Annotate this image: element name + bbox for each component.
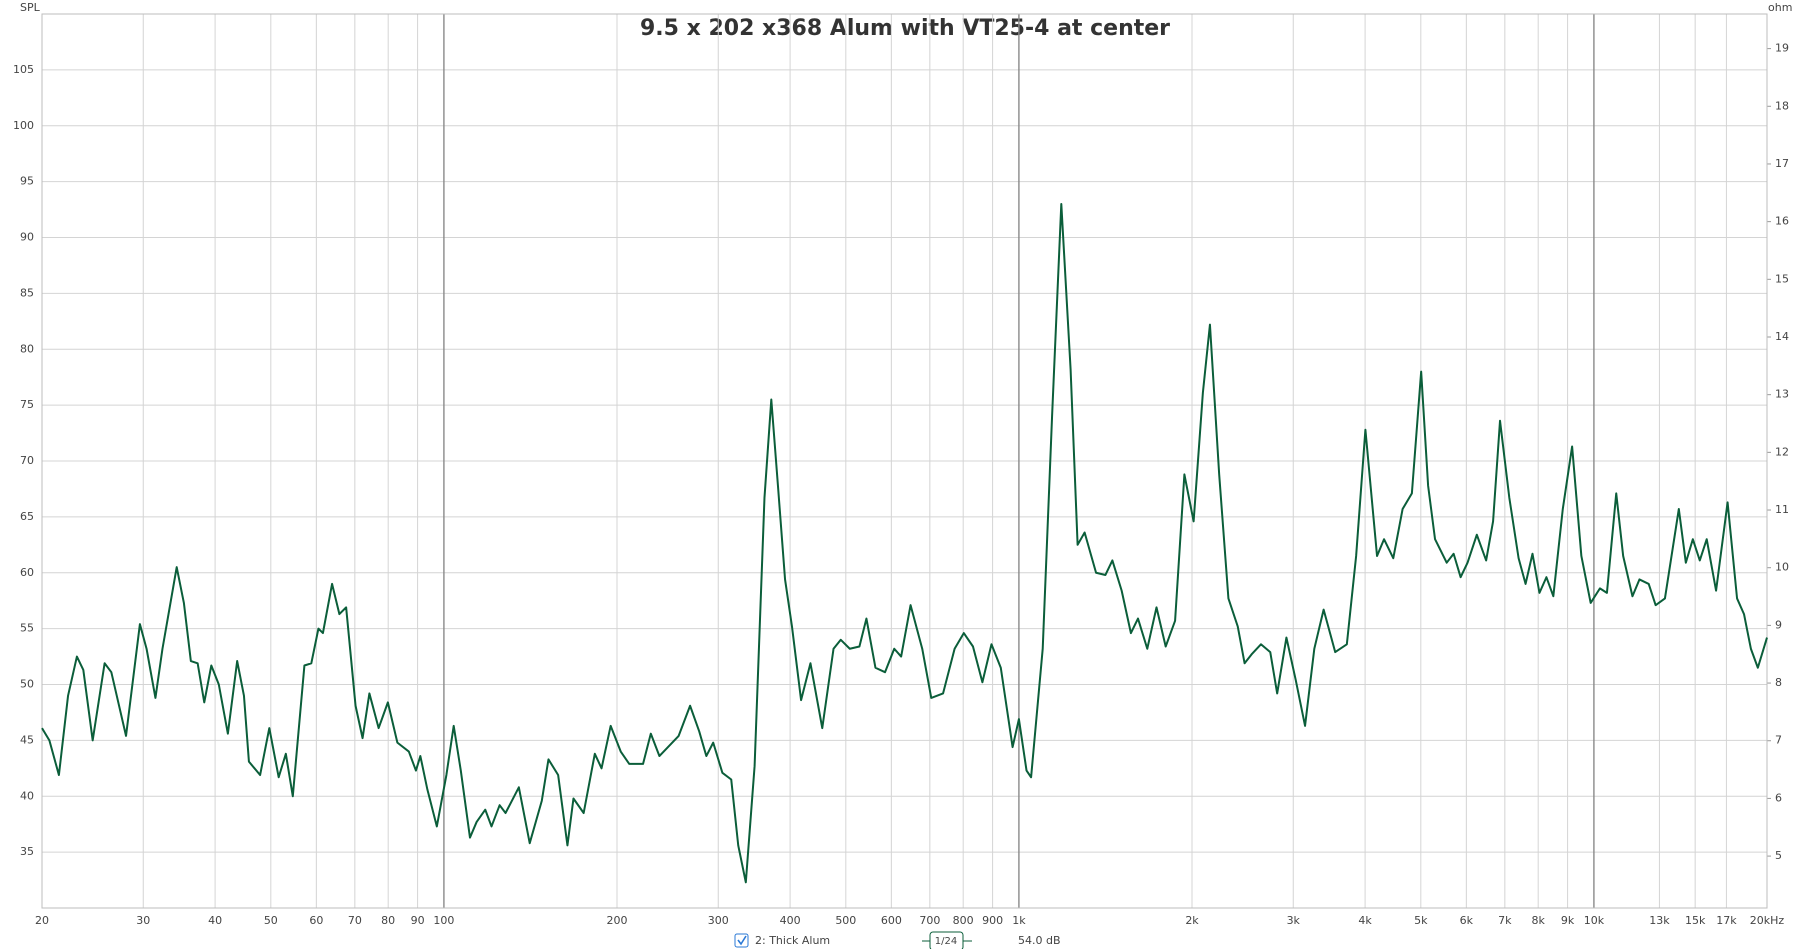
- x-tick-label: 17k: [1716, 914, 1737, 927]
- legend-label[interactable]: 2: Thick Alum: [755, 934, 830, 947]
- x-tick-label: 40: [208, 914, 222, 927]
- y2-tick-label: 5: [1775, 849, 1782, 862]
- x-tick-label: 13k: [1649, 914, 1670, 927]
- x-tick-label: 2k: [1185, 914, 1199, 927]
- x-tick-label: 7k: [1498, 914, 1512, 927]
- x-tick-label: 700: [919, 914, 940, 927]
- y2-tick-label: 19: [1775, 42, 1789, 55]
- y2-tick-label: 12: [1775, 445, 1789, 458]
- plot-frame: [41, 13, 1768, 909]
- series-line: [41, 202, 1768, 884]
- y-tick-label: 105: [13, 63, 34, 76]
- y2-tick-label: 16: [1775, 215, 1789, 228]
- x-tick-label: 8k: [1531, 914, 1545, 927]
- y2-tick-label: 8: [1775, 676, 1782, 689]
- y-tick-label: 100: [13, 119, 34, 132]
- x-tick-label: 20: [35, 914, 49, 927]
- y-axis-label: SPL: [20, 1, 41, 14]
- x-tick-label: 200: [607, 914, 628, 927]
- x-tick-label: 800: [953, 914, 974, 927]
- x-tick-label: 6k: [1460, 914, 1474, 927]
- y2-tick-label: 15: [1775, 272, 1789, 285]
- x-tick-label: 50: [264, 914, 278, 927]
- y-tick-label: 90: [20, 231, 34, 244]
- smoothing-icon[interactable]: [929, 931, 964, 949]
- y-tick-label: 95: [20, 175, 34, 188]
- x-tick-label: 600: [881, 914, 902, 927]
- x-tick-label: 4k: [1358, 914, 1372, 927]
- y-tick-label: 75: [20, 398, 34, 411]
- x-tick-label: 15k: [1685, 914, 1706, 927]
- x-tick-label: 80: [381, 914, 395, 927]
- x-tick-label: 90: [411, 914, 425, 927]
- y-tick-label: 65: [20, 510, 34, 523]
- y-tick-label: 50: [20, 678, 34, 691]
- x-tick-label: 300: [708, 914, 729, 927]
- y-tick-label: 35: [20, 845, 34, 858]
- x-tick-label: 20kHz: [1750, 914, 1785, 927]
- x-tick-label: 1k: [1012, 914, 1026, 927]
- y-tick-label: 85: [20, 286, 34, 299]
- chart-title: 9.5 x 202 x368 Alum with VT25-4 at cente…: [640, 16, 1170, 41]
- x-tick-label: 100: [433, 914, 454, 927]
- check-mark: [737, 935, 747, 946]
- x-tick-label: 5k: [1414, 914, 1428, 927]
- legend: 2: Thick Alum 1/24 54.0 dB: [734, 931, 1061, 949]
- y-tick-label: 70: [20, 454, 34, 467]
- smoothing-label: 1/24: [935, 936, 957, 947]
- y2-tick-label: 6: [1775, 791, 1782, 804]
- y-tick-label: 45: [20, 733, 34, 746]
- x-tick-label: 500: [835, 914, 856, 927]
- y2-tick-label: 9: [1775, 618, 1782, 631]
- x-tick-label: 10k: [1584, 914, 1605, 927]
- x-tick-label: 400: [780, 914, 801, 927]
- y2-tick-label: 10: [1775, 561, 1789, 574]
- y2-axis-label: ohm: [1768, 1, 1792, 14]
- y-tick-label: 60: [20, 566, 34, 579]
- x-tick-label: 30: [136, 914, 150, 927]
- cursor-level: 54.0 dB: [1018, 934, 1061, 947]
- x-tick-label: 3k: [1287, 914, 1301, 927]
- y2-tick-label: 17: [1775, 157, 1789, 170]
- x-tick-label: 60: [309, 914, 323, 927]
- y2-tick-label: 7: [1775, 734, 1782, 747]
- x-tick-label: 9k: [1561, 914, 1575, 927]
- y2-tick-label: 18: [1775, 99, 1789, 112]
- y-tick-label: 40: [20, 789, 34, 802]
- x-tick-label: 70: [348, 914, 362, 927]
- y2-tick-label: 13: [1775, 388, 1789, 401]
- y2-tick-label: 14: [1775, 330, 1789, 343]
- x-tick-label: 900: [982, 914, 1003, 927]
- y-tick-label: 55: [20, 622, 34, 635]
- y2-tick-label: 11: [1775, 503, 1789, 516]
- legend-checkbox[interactable]: [734, 933, 749, 948]
- y-tick-label: 80: [20, 342, 34, 355]
